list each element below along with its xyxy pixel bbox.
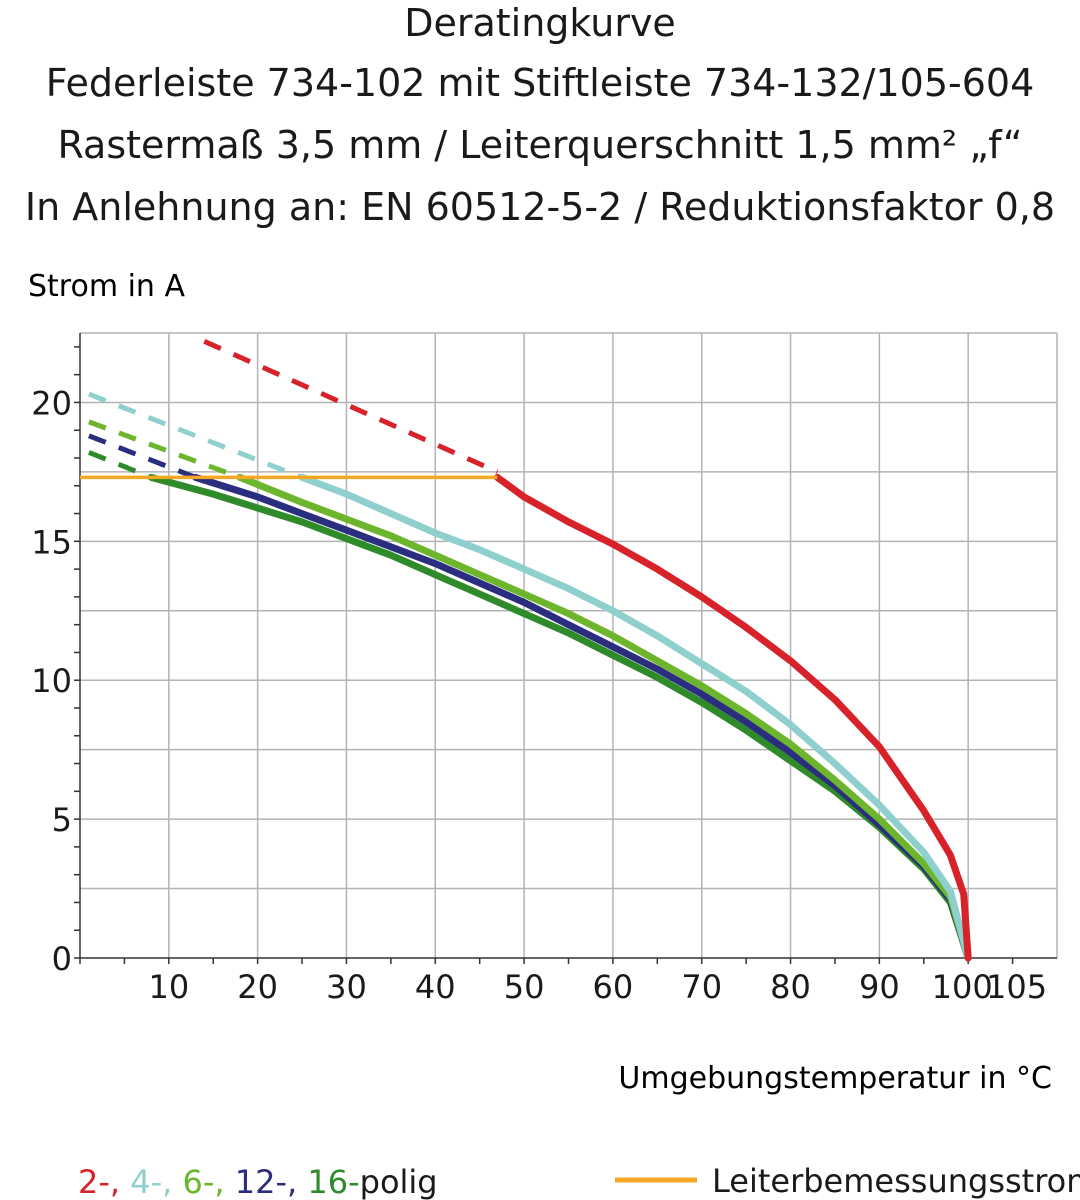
chart-subtitle-pitch: Rastermaß 3,5 mm / Leiterquerschnitt 1,5… — [57, 123, 1023, 167]
y-tick-label: 15 — [31, 523, 72, 561]
grid-lines — [80, 332, 1058, 958]
y-tick-label: 0 — [52, 940, 72, 978]
series-line — [192, 473, 972, 962]
series-lines — [80, 339, 972, 962]
x-tick-label: 90 — [859, 968, 900, 1006]
legend-series-entry: 2-, — [78, 1163, 130, 1200]
series-dashed-line — [203, 339, 499, 475]
y-tick-label: 5 — [52, 801, 72, 839]
series-dashed-line — [88, 419, 241, 480]
x-tick-label: 80 — [770, 968, 811, 1006]
series-line — [236, 473, 972, 962]
legend-suffix: polig — [360, 1163, 438, 1200]
y-axis-label: Strom in A — [28, 269, 185, 304]
legend-series-entry: 6-, — [183, 1163, 235, 1200]
chart-subtitle-standard: In Anlehnung an: EN 60512-5-2 / Reduktio… — [24, 185, 1056, 229]
legend-series-text: 2-, 4-, 6-, 12-, 16-polig — [78, 1163, 438, 1200]
chart-title: Deratingkurve — [404, 1, 676, 45]
legend: 2-, 4-, 6-, 12-, 16-polig Leiterbemessung… — [78, 1162, 1080, 1200]
axes — [74, 333, 1057, 964]
x-tick-label: 10 — [148, 968, 189, 1006]
legend-series-entry: 12-, — [235, 1163, 308, 1200]
x-tick-label: 105 — [986, 968, 1047, 1006]
x-axis-label: Umgebungstemperatur in °C — [618, 1061, 1052, 1096]
legend-rated-current-label: Leiterbemessungsstrom — [712, 1162, 1080, 1200]
x-tick-label: 30 — [326, 968, 367, 1006]
x-tick-label: 100 — [932, 968, 993, 1006]
x-tick-label: 70 — [681, 968, 722, 1006]
x-tick-label: 50 — [504, 968, 545, 1006]
y-tick-label: 10 — [31, 662, 72, 700]
series-line — [147, 473, 972, 962]
chart-subtitle-product: Federleiste 734-102 mit Stiftleiste 734-… — [45, 61, 1035, 105]
series-dashed-line — [87, 391, 303, 480]
x-tick-label: 40 — [415, 968, 456, 1006]
x-tick-label: 20 — [237, 968, 278, 1006]
legend-series-entry: 16- — [307, 1163, 359, 1200]
x-tick-label: 60 — [593, 968, 634, 1006]
series-line — [298, 473, 972, 962]
series-line — [493, 473, 972, 962]
series-dashed-line — [87, 450, 153, 480]
y-tick-label: 20 — [31, 384, 72, 422]
legend-series-entry: 4-, — [130, 1163, 182, 1200]
